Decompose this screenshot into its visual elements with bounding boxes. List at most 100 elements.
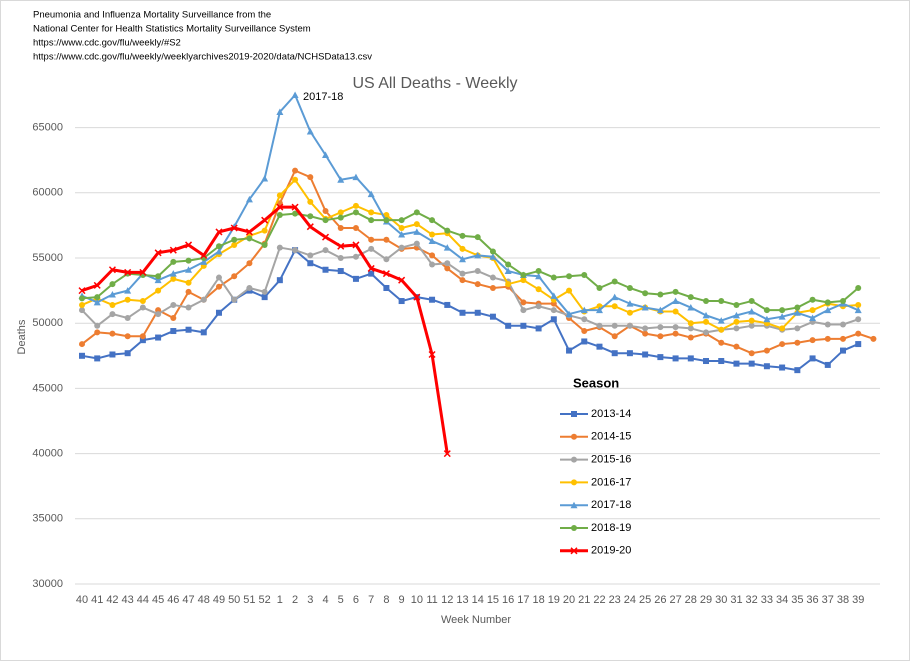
marker: [535, 286, 542, 293]
marker: [215, 228, 223, 236]
x-tick-label: 14: [472, 594, 484, 606]
marker: [428, 237, 436, 245]
x-tick-label: 21: [578, 594, 590, 606]
marker: [703, 298, 710, 305]
marker: [200, 258, 208, 265]
marker: [352, 202, 359, 209]
marker: [429, 231, 436, 238]
marker: [641, 304, 649, 311]
series-line: [81, 178, 859, 331]
marker: [535, 303, 542, 310]
marker: [292, 167, 299, 174]
marker: [611, 303, 618, 310]
marker: [124, 350, 131, 357]
x-tick-label: 13: [456, 594, 468, 606]
marker: [779, 341, 786, 348]
series: [78, 203, 451, 458]
marker: [703, 358, 710, 365]
marker: [276, 244, 283, 251]
legend-label: 2016-17: [591, 476, 631, 488]
series: [79, 247, 862, 374]
marker: [672, 324, 679, 331]
marker: [155, 311, 162, 318]
marker: [185, 279, 192, 286]
marker: [109, 330, 116, 337]
marker: [824, 321, 831, 328]
marker: [292, 210, 299, 217]
y-tick-label: 50000: [32, 317, 63, 329]
x-tick-label: 44: [137, 594, 149, 606]
marker: [368, 245, 375, 252]
marker: [520, 307, 527, 314]
marker: [383, 284, 390, 291]
marker: [352, 173, 360, 181]
marker: [718, 326, 725, 333]
marker: [322, 208, 329, 215]
marker: [656, 306, 664, 314]
marker: [732, 311, 740, 319]
marker: [276, 108, 284, 115]
marker: [687, 325, 694, 332]
marker: [824, 335, 831, 342]
marker: [352, 241, 360, 249]
legend-marker: [570, 501, 578, 509]
marker: [307, 252, 314, 259]
marker: [352, 275, 359, 282]
x-tick-label: 27: [669, 594, 681, 606]
marker: [809, 307, 816, 314]
marker: [398, 231, 406, 238]
marker: [763, 307, 770, 314]
marker: [429, 252, 436, 259]
marker: [337, 209, 344, 216]
marker: [474, 309, 481, 316]
marker: [611, 350, 618, 357]
marker: [504, 267, 512, 275]
x-tick-label: 40: [76, 594, 88, 606]
marker: [748, 298, 755, 305]
marker: [672, 330, 679, 337]
marker: [642, 325, 649, 332]
marker: [489, 313, 496, 320]
marker: [245, 195, 253, 203]
y-tick-label: 60000: [32, 187, 63, 199]
x-tick-label: 20: [563, 594, 575, 606]
marker: [94, 294, 101, 301]
marker: [657, 354, 664, 361]
marker: [657, 333, 664, 340]
marker: [870, 335, 877, 342]
marker: [779, 325, 786, 332]
marker: [566, 347, 573, 354]
marker: [611, 293, 619, 301]
marker: [687, 334, 694, 341]
marker: [520, 277, 527, 284]
marker: [337, 214, 344, 221]
marker: [245, 228, 253, 236]
marker: [307, 260, 314, 267]
marker: [550, 274, 557, 281]
x-tick-label: 39: [852, 594, 864, 606]
marker: [109, 311, 116, 318]
marker: [717, 317, 725, 324]
marker: [337, 225, 344, 232]
marker: [246, 284, 253, 291]
marker: [444, 260, 451, 267]
marker: [855, 301, 862, 308]
x-tick-label: 11: [426, 594, 437, 606]
marker: [748, 360, 755, 367]
marker: [352, 225, 359, 232]
marker: [565, 310, 573, 318]
marker: [672, 308, 679, 315]
marker: [626, 309, 633, 316]
marker: [809, 355, 816, 362]
marker: [307, 174, 314, 181]
marker: [672, 297, 680, 305]
legend-marker: [571, 433, 577, 440]
marker: [413, 209, 420, 216]
y-tick-label: 45000: [32, 382, 63, 394]
marker: [489, 274, 496, 281]
marker: [703, 318, 710, 325]
marker: [261, 288, 268, 295]
x-tick-label: 48: [198, 594, 210, 606]
marker: [215, 247, 223, 255]
marker: [155, 273, 162, 280]
